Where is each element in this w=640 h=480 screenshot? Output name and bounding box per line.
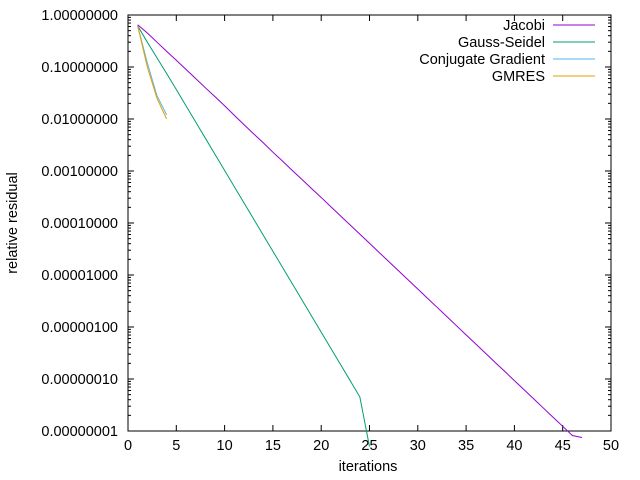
y-tick-label: 0.01000000 xyxy=(41,112,118,128)
y-tick-label: 0.00010000 xyxy=(41,216,118,232)
y-tick-label: 0.00100000 xyxy=(41,164,118,180)
y-tick-label: 0.00000100 xyxy=(41,320,118,336)
series-line-conjugate-gradient xyxy=(137,25,168,116)
x-tick-label: 35 xyxy=(458,438,474,454)
series-line-gmres xyxy=(137,25,168,120)
x-tick-label: 15 xyxy=(265,438,281,454)
x-tick-label: 5 xyxy=(172,438,180,454)
y-axis-ticks: 0.00000001 0.00000010 0.00000100 0.00001000… xyxy=(41,8,611,440)
y-tick-label: 0.00001000 xyxy=(41,268,118,284)
x-axis-ticks: 0 5 10 15 20 25 30 35 40 45 50 xyxy=(124,15,619,454)
x-tick-label: 30 xyxy=(410,438,426,454)
x-tick-label: 20 xyxy=(313,438,329,454)
legend-label-gauss-seidel: Gauss-Seidel xyxy=(458,35,545,51)
y-tick-label: 0.10000000 xyxy=(41,60,118,76)
x-tick-label: 50 xyxy=(603,438,619,454)
x-tick-label: 45 xyxy=(555,438,571,454)
legend-label-conjugate-gradient: Conjugate Gradient xyxy=(419,52,545,68)
x-axis-label: iterations xyxy=(339,459,398,475)
series-line-gauss-seidel xyxy=(137,25,370,447)
legend-label-gmres: GMRES xyxy=(492,69,545,85)
x-tick-label: 40 xyxy=(506,438,522,454)
x-tick-label: 0 xyxy=(124,438,132,454)
y-tick-label: 1.00000000 xyxy=(41,8,118,24)
y-tick-label: 0.00000010 xyxy=(41,372,118,388)
series-line-jacobi xyxy=(137,24,583,438)
series-lines xyxy=(137,24,583,447)
legend-label-jacobi: Jacobi xyxy=(503,18,545,34)
y-tick-label: 0.00000001 xyxy=(41,424,118,440)
y-axis-label: relative residual xyxy=(5,172,21,274)
x-tick-label: 10 xyxy=(217,438,233,454)
